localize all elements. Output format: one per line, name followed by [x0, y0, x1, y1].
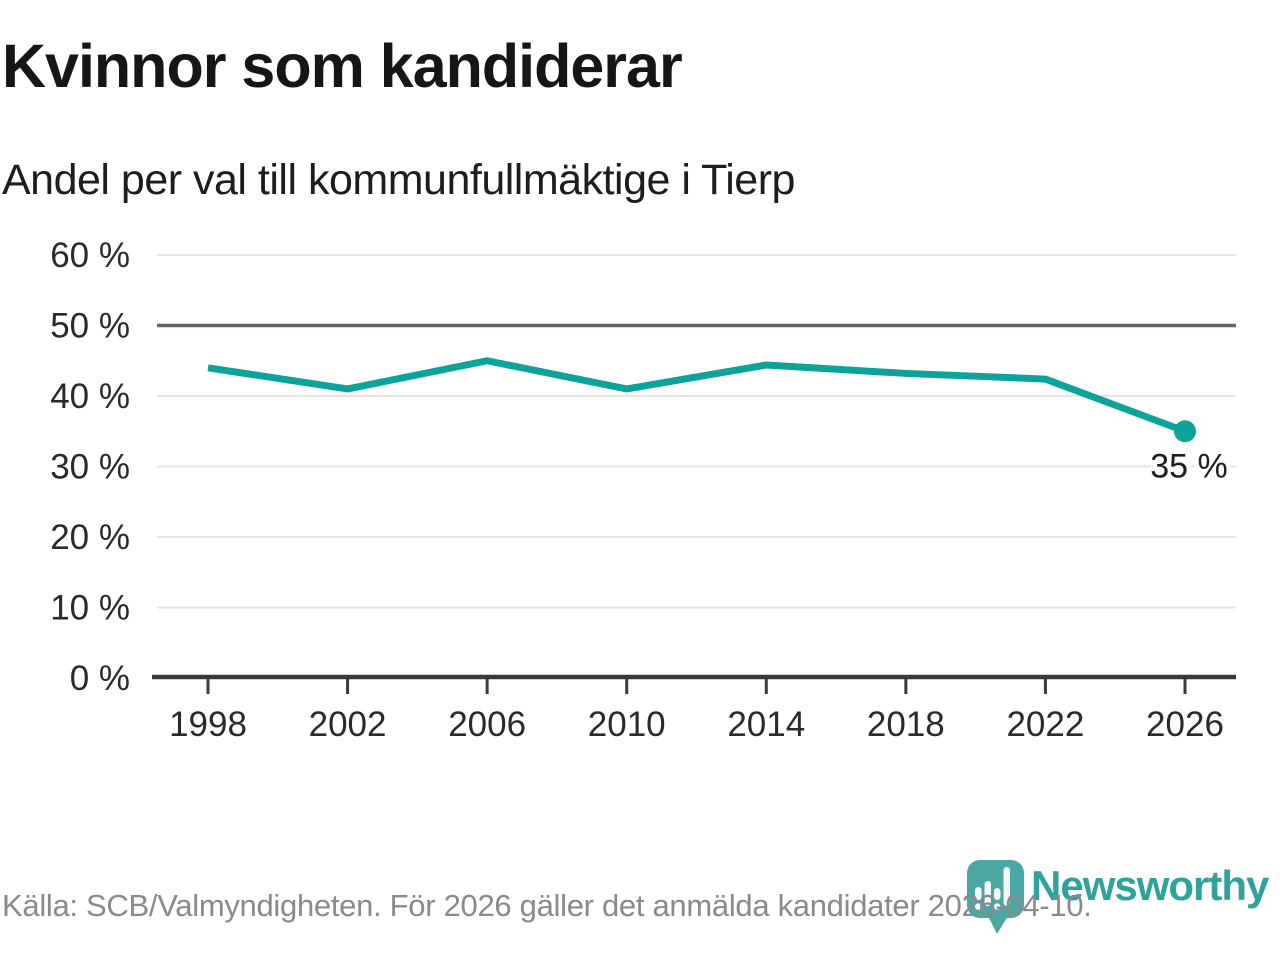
data-line: [207, 357, 1187, 435]
y-axis-labels: 0 % 10 % 20 % 30 % 40 % 50 % 60 %: [50, 236, 130, 698]
end-dot: [1173, 420, 1196, 443]
svg-text:10 %: 10 %: [50, 589, 130, 628]
svg-text:2014: 2014: [727, 705, 805, 744]
svg-text:1998: 1998: [169, 705, 247, 744]
chart-subtitle: Andel per val till kommunfullmäktige i T…: [2, 156, 795, 204]
svg-text:0 %: 0 %: [70, 659, 130, 698]
svg-text:40 %: 40 %: [50, 377, 130, 416]
svg-text:2006: 2006: [448, 705, 526, 744]
line-chart: 0 % 10 % 20 % 30 % 40 % 50 % 60 % 1998 2002 2006 2…: [50, 236, 1236, 744]
svg-text:2002: 2002: [309, 705, 387, 744]
svg-text:60 %: 60 %: [50, 236, 130, 275]
svg-text:20 %: 20 %: [50, 518, 130, 557]
x-axis-labels: 1998 2002 2006 2010 2014 2018 2022 2026: [169, 705, 1224, 744]
svg-text:2022: 2022: [1006, 705, 1084, 744]
value-annotation: 35 %: [1150, 447, 1228, 485]
newsworthy-wordmark: Newsworthy: [1031, 862, 1269, 909]
newsworthy-logo-icon: [962, 856, 1032, 943]
page-title: Kvinnor som kandiderar: [2, 32, 683, 100]
svg-text:2018: 2018: [867, 705, 945, 744]
source-note: Källa: SCB/Valmyndigheten. För 2026 gäll…: [2, 888, 1092, 923]
svg-text:50 %: 50 %: [50, 307, 130, 346]
svg-text:30 %: 30 %: [50, 448, 130, 487]
svg-text:2010: 2010: [588, 705, 666, 744]
svg-text:2026: 2026: [1146, 705, 1224, 744]
gridlines: [157, 254, 1236, 609]
x-axis: [152, 674, 1236, 694]
